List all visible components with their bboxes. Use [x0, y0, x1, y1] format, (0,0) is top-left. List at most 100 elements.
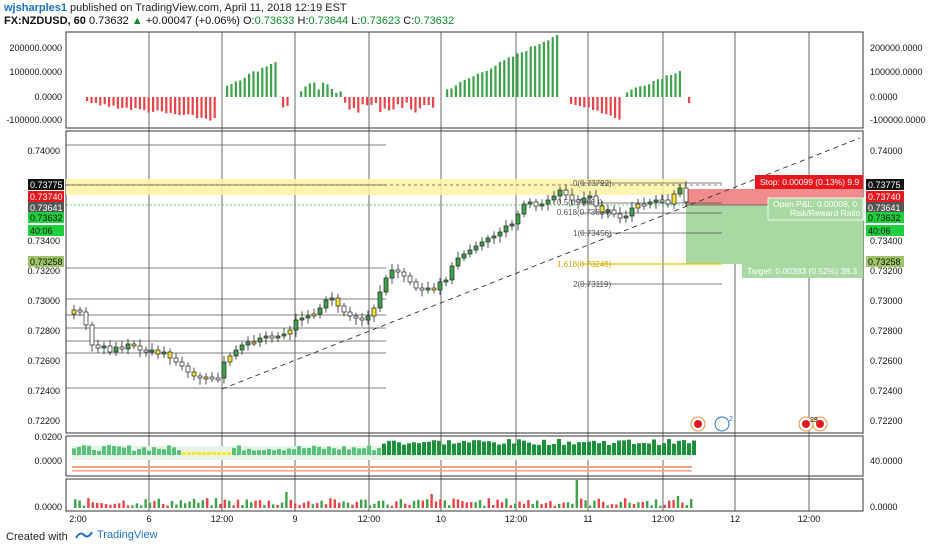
candle-body [473, 245, 479, 251]
candle-body [233, 349, 239, 357]
candle-body [245, 341, 251, 346]
session-lines [148, 32, 810, 511]
osc-bar [665, 75, 668, 97]
candle-body [221, 361, 227, 379]
osc-bar [648, 84, 651, 97]
event-badges[interactable]: 2 29 [690, 416, 828, 432]
ind-bar [472, 440, 476, 455]
volume-bar [346, 502, 350, 508]
candle-body [617, 213, 623, 219]
candle-body [305, 315, 311, 319]
volume-bar [615, 504, 618, 508]
ind-bar [302, 448, 306, 455]
author-link[interactable]: wjsharples1 [4, 2, 67, 14]
ind-bar [527, 442, 531, 455]
volume-bar [333, 499, 336, 508]
tick-label: -100000.0000 [870, 115, 926, 125]
osc-bar [454, 85, 457, 97]
volume-bar [206, 498, 209, 508]
osc-bar [520, 52, 523, 97]
volume-bar [404, 503, 407, 508]
ind-bar [577, 442, 581, 455]
volume-bar [430, 494, 433, 508]
ind-bar [687, 443, 691, 455]
chart-canvas[interactable]: 200000.0000 100000.0000 0.0000 -100000.0… [0, 30, 932, 525]
volume-bar [307, 501, 310, 508]
ind-bar [652, 439, 656, 455]
event-icon[interactable] [714, 416, 730, 432]
ind-bar [692, 440, 696, 455]
volume-bar [285, 492, 288, 508]
osc-bar [463, 79, 466, 97]
volume-bar [214, 498, 218, 508]
volume-bar [144, 499, 147, 508]
volume-bar [377, 500, 380, 508]
ind-bar [447, 440, 451, 455]
target-label-box [742, 264, 863, 278]
ind-bar [637, 443, 641, 455]
osc-bar [534, 45, 537, 97]
candle-body [569, 194, 575, 201]
osc-bar [678, 70, 681, 97]
osc-bar [344, 97, 347, 103]
volume-bar [219, 503, 222, 508]
volume-bar [588, 505, 592, 508]
osc-bar [427, 97, 430, 106]
ind-bar [647, 443, 651, 455]
osc-bar [516, 53, 519, 97]
high-value: 0.73644 [308, 15, 349, 27]
ind-bar [617, 440, 621, 455]
price-tag [28, 225, 64, 236]
chart-area[interactable]: 200000.0000 100000.0000 0.0000 -100000.0… [0, 30, 932, 525]
tick-label: 0.73000 [27, 296, 60, 306]
volume-bar [668, 500, 671, 508]
osc-bar [542, 41, 545, 97]
osc-bar [204, 97, 207, 119]
candle-body [311, 313, 317, 317]
tick-label: 40.0000 [870, 456, 903, 466]
osc-bar [410, 97, 413, 110]
volume-bar [342, 501, 345, 508]
candle-body [581, 197, 587, 203]
volume-bar [162, 504, 165, 508]
osc-bar [383, 97, 386, 109]
created-with-label: Created with [6, 531, 68, 543]
candle-body [671, 193, 677, 205]
price-tag-text: 0.73740 [868, 192, 901, 202]
candle-body [119, 346, 125, 350]
symbol-label[interactable]: FX:NZDUSD, 60 [4, 15, 86, 27]
ind-bar [377, 448, 381, 455]
volume-bar [153, 500, 156, 508]
time-axis[interactable]: 2:00 6 12:00 9 12:00 10 12:00 11 12:00 12 12:00 [69, 514, 820, 524]
trendline[interactable] [221, 137, 861, 390]
candle-body [329, 297, 335, 301]
fib-retracement[interactable]: 0(0.73792) 0.5(0.73663) 0.618(0.73634) 1… [557, 179, 722, 289]
osc-bar [156, 97, 159, 111]
time-label: 11 [583, 514, 592, 524]
ind-bar [542, 439, 546, 455]
time-label: 12:00 [505, 514, 528, 524]
volume-bar [650, 505, 653, 508]
candle-body [503, 225, 509, 233]
osc-bar [379, 97, 382, 113]
volume-bar [580, 498, 583, 508]
volume-bar [289, 499, 292, 508]
ind-bar [407, 443, 411, 455]
osc-bar [130, 97, 133, 111]
ind-bar [492, 442, 496, 455]
price-tag [28, 256, 64, 267]
tradingview-brand[interactable]: TradingView [75, 529, 158, 541]
osc-bar [592, 97, 595, 111]
volume-bar [351, 504, 354, 508]
candle-body [101, 345, 107, 349]
candle-body [113, 346, 119, 353]
volume-bar [672, 500, 675, 508]
osc-bar [248, 73, 251, 97]
osc-bar [366, 97, 369, 106]
ind-bar [252, 450, 256, 455]
volume-bar [676, 496, 680, 508]
osc-bar [286, 97, 289, 106]
candle-body [593, 195, 599, 207]
ind-bar [352, 447, 356, 455]
candle-body [125, 343, 131, 350]
